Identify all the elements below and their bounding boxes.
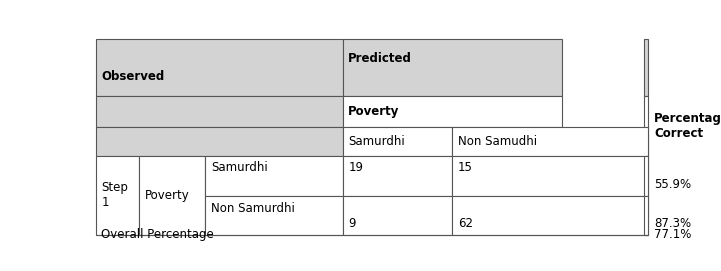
Text: 87.3%: 87.3% [654,217,691,230]
Text: Samurdhi: Samurdhi [211,162,267,175]
Bar [645,196,648,235]
Text: Observed: Observed [101,70,164,83]
Bar [96,127,342,156]
Text: Predicted: Predicted [348,53,412,66]
Bar [205,196,342,235]
Bar [452,196,648,235]
Bar [96,156,139,235]
Text: Non Samurdhi: Non Samurdhi [211,202,295,215]
Bar [139,156,205,235]
Bar [645,156,648,196]
Text: Non Samudhi: Non Samudhi [458,135,537,148]
Text: Overall Percentage: Overall Percentage [101,228,214,241]
Bar [96,96,342,127]
Text: Step
1: Step 1 [101,181,128,209]
Bar [342,196,452,235]
Text: 19: 19 [348,162,363,175]
Text: Poverty: Poverty [348,105,399,118]
Bar [645,96,648,156]
Bar [342,156,452,196]
Bar [205,156,342,196]
Text: 77.1%: 77.1% [654,228,691,241]
Bar [342,39,562,96]
Text: 9: 9 [348,217,355,230]
Bar [645,39,648,96]
Text: Poverty: Poverty [144,189,189,202]
Text: Samurdhi: Samurdhi [348,135,405,148]
Bar [452,156,648,196]
Text: 55.9%: 55.9% [654,178,691,191]
Bar [342,96,562,127]
Text: Percentage
Correct: Percentage Correct [654,112,721,140]
Text: 15: 15 [458,162,473,175]
Bar [342,127,452,156]
Bar [452,127,648,156]
Bar [96,39,342,96]
Text: 62: 62 [458,217,473,230]
